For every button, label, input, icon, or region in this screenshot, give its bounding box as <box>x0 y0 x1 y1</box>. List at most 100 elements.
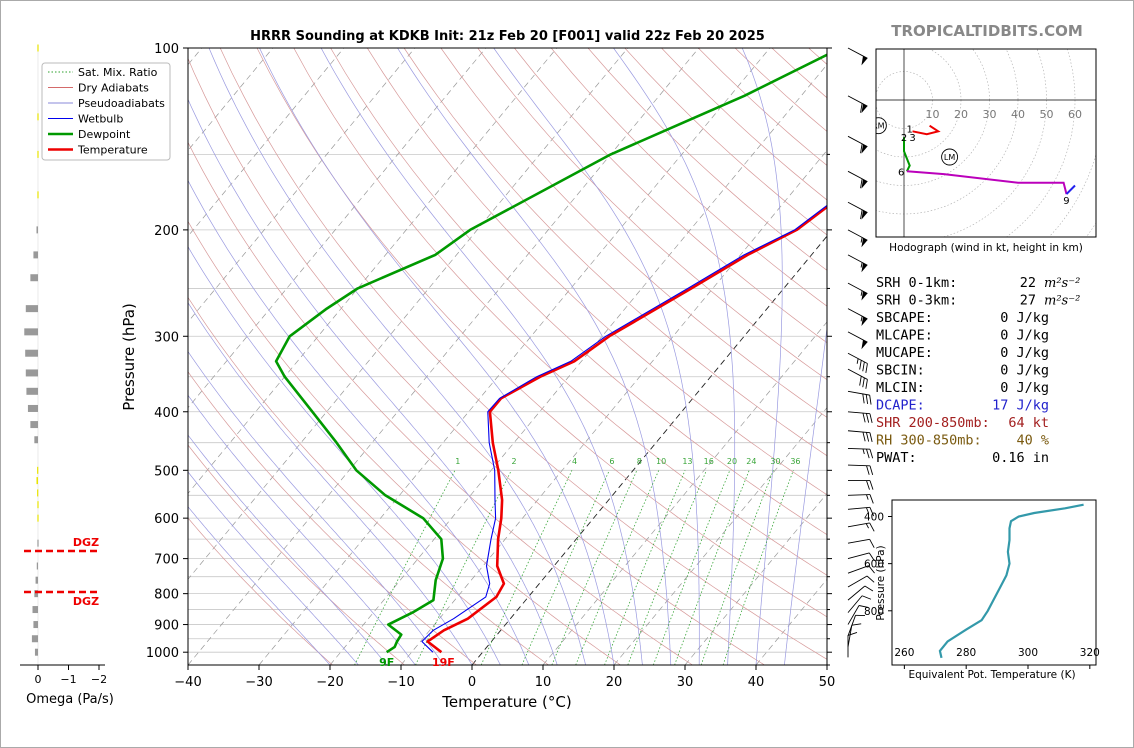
index-label: SRH 0-3km: <box>876 293 957 309</box>
hodograph-height-label: 3 <box>909 133 915 144</box>
pseudoadiabat <box>259 48 615 665</box>
dry-adiabat <box>256 48 827 618</box>
mixing-ratio-label: 24 <box>746 457 756 466</box>
mixing-ratio-label: 10 <box>656 457 666 466</box>
index-value: 0 J/kg <box>1000 345 1049 361</box>
isotherm-line <box>188 48 700 665</box>
barb-full <box>862 377 865 388</box>
y-tick-label: 900 <box>154 619 179 634</box>
omega-tick-label: −1 <box>60 673 76 686</box>
barb-full <box>860 103 863 113</box>
index-value: 0 J/kg <box>1000 328 1049 344</box>
dgz-label: DGZ <box>73 595 99 608</box>
wind-barb <box>847 135 868 154</box>
barb-flag <box>861 55 868 66</box>
index-label: SRH 0-1km: <box>876 275 957 291</box>
barb-half <box>856 358 859 364</box>
isotherm-line <box>684 492 827 665</box>
barb-staff <box>847 506 870 510</box>
pseudoadiabat <box>188 98 558 665</box>
theta-e-ylabel: Pressure (hPa) <box>875 545 887 620</box>
wind-barb <box>847 552 875 562</box>
mixing-ratio-line <box>415 470 512 665</box>
theta-e-plot <box>938 503 1084 659</box>
wind-barb <box>847 605 869 625</box>
barb-full <box>869 507 875 517</box>
barb-half <box>865 523 869 529</box>
pseudoadiabat <box>493 48 700 665</box>
index-label: SBCIN: <box>876 363 925 379</box>
x-tick-label: 40 <box>748 675 765 690</box>
y-tick-label: 100 <box>154 42 179 57</box>
indices-panel: SRH 0-1km: 22 m²s⁻² SRH 0-3km: 27 m²s⁻² SBCAPE… <box>876 275 1080 466</box>
barb-staff <box>847 352 868 364</box>
barb-staff <box>847 625 853 647</box>
omega-bar <box>25 349 38 357</box>
barb-full <box>864 585 874 592</box>
omega-bar <box>25 369 38 377</box>
x-tick-label: 0 <box>468 675 476 690</box>
hodograph-ring-label: 40 <box>1011 108 1025 121</box>
barb-full <box>859 376 862 386</box>
dry-adiabat <box>808 48 827 65</box>
y-tick-label: 200 <box>154 224 179 239</box>
dry-adiabat <box>550 48 827 307</box>
barb-staff <box>847 135 868 148</box>
skewt-background <box>188 48 827 665</box>
barb-full <box>865 363 868 373</box>
mixing-ratio-label: 13 <box>682 457 692 466</box>
legend-entry: Dewpoint <box>78 128 131 141</box>
dry-adiabat <box>403 48 827 457</box>
wind-barb <box>847 631 858 658</box>
y-tick-label: 1000 <box>146 646 179 661</box>
omega-bar <box>34 436 38 444</box>
omega-bar <box>36 562 38 570</box>
storm-motion-marker <box>876 117 887 135</box>
wind-barb <box>847 229 868 248</box>
isotherm-line <box>613 407 827 665</box>
barb-full <box>862 361 865 372</box>
barb-full <box>868 552 875 562</box>
omega-bar <box>33 621 38 629</box>
barb-staff <box>847 447 871 450</box>
index-label: SBCAPE: <box>876 310 933 326</box>
surface-temperature-label: 19F <box>432 656 455 669</box>
barb-full <box>869 522 875 532</box>
omega-bar <box>30 274 38 282</box>
wind-barb <box>847 282 868 301</box>
theta-e-x-tick-label: 260 <box>894 647 914 659</box>
mixing-ratio-line <box>480 470 573 665</box>
isotherm-line <box>258 48 771 665</box>
index-value: 17 J/kg <box>992 398 1049 414</box>
index-label: RH 300-850mb: <box>876 433 982 449</box>
mixing-ratio-line <box>604 470 686 665</box>
omega-tick-label: −2 <box>91 673 107 686</box>
storm-motion-marker <box>941 148 959 166</box>
skewt-axes-frame <box>187 47 828 666</box>
hodograph-trace <box>1065 184 1076 195</box>
barb-staff <box>847 201 868 213</box>
barb-staff <box>847 430 870 434</box>
y-tick-label: 700 <box>154 553 179 568</box>
wind-barb <box>847 506 875 517</box>
wind-barb <box>847 623 862 647</box>
index-unit: m²s⁻² <box>1044 294 1080 309</box>
barb-flag <box>861 210 868 220</box>
legend-box <box>41 62 171 161</box>
omega-bar <box>24 328 38 336</box>
index-label: PWAT: <box>876 450 917 466</box>
barb-full <box>869 395 872 405</box>
omega-panel: 0 −1 −2 Omega (Pa/s) DGZ DGZ <box>20 44 114 707</box>
dry-adiabat <box>188 517 333 665</box>
pseudoadiabat <box>188 179 530 665</box>
omega-bar <box>35 576 38 584</box>
barb-full <box>866 465 870 475</box>
wind-barb <box>847 447 874 459</box>
hodograph-height-label: 2 <box>901 133 907 144</box>
hodograph-height-label: 1 <box>907 125 913 136</box>
index-label: MLCIN: <box>876 380 925 396</box>
wind-barb <box>847 201 868 220</box>
barb-flag <box>861 103 868 114</box>
barb-full <box>869 432 873 442</box>
